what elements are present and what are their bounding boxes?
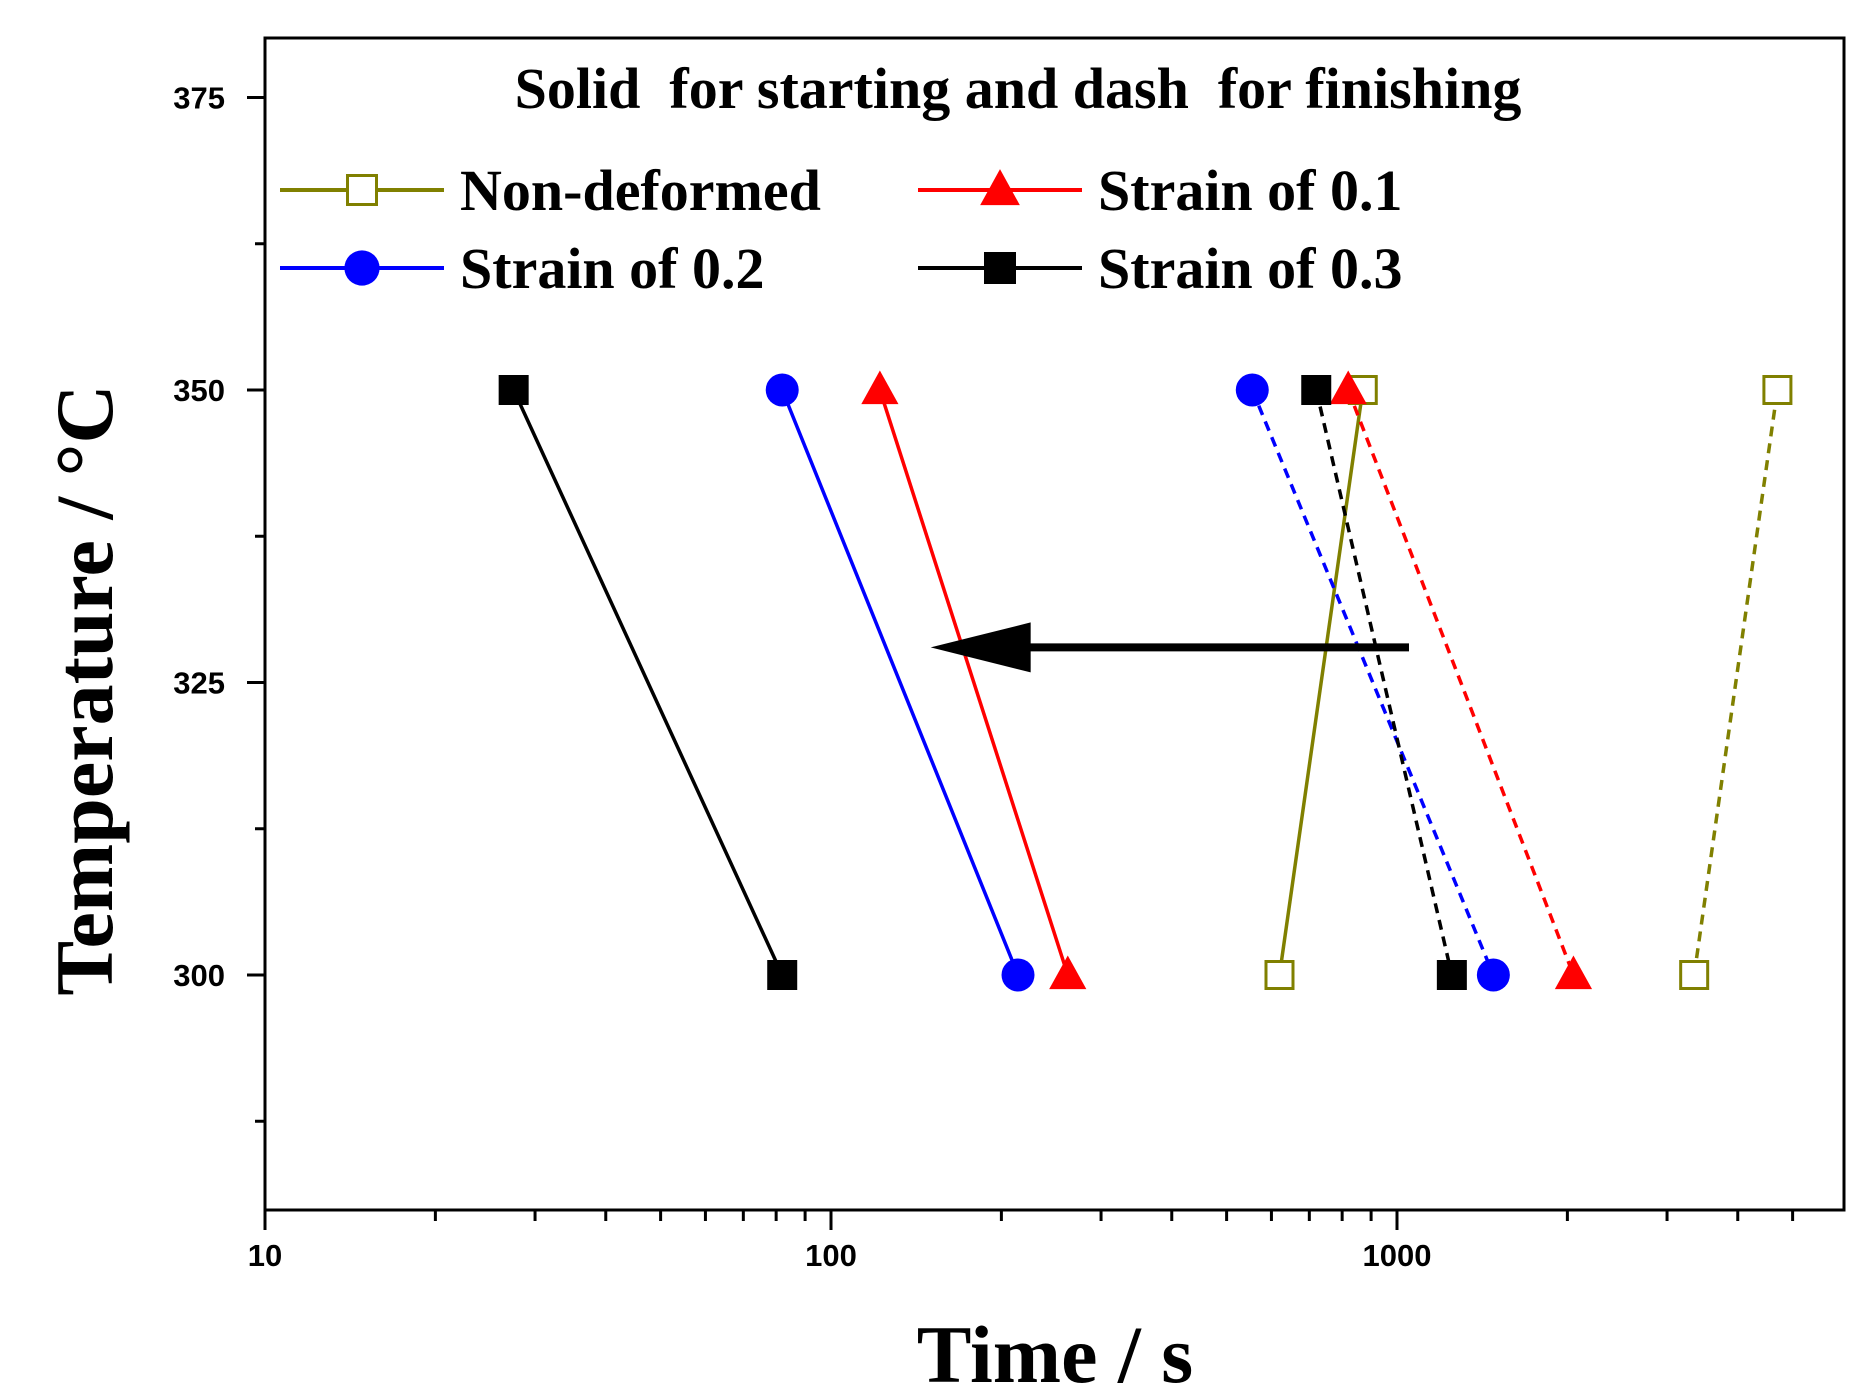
axes: 300 325 350 375 10 100 1000: [173, 81, 1795, 1273]
legend-marker: [346, 174, 378, 206]
legend-label: Strain of 0.1: [1098, 158, 1403, 223]
strain-of-0-3-start-point: [498, 375, 529, 405]
y-axis-title: Temperature / °C: [39, 384, 130, 995]
non-deformed-finish-point: [1762, 375, 1793, 405]
legend-item-non-deformed: Non-deformed: [280, 158, 821, 223]
strain-of-0-1-finish-point: [1329, 370, 1367, 405]
chart-title: Solid for starting and dash for finishin…: [515, 56, 1522, 121]
legend-marker: [980, 169, 1020, 206]
non-deformed-finish-point: [1679, 960, 1710, 990]
y-tick-label: 300: [173, 958, 225, 993]
legend-label: Strain of 0.2: [460, 236, 765, 301]
x-tick-label: 100: [805, 1238, 857, 1273]
strain-of-0-3-start-point: [767, 960, 798, 990]
x-tick-label: 1000: [1363, 1238, 1432, 1273]
non-deformed-start-point: [1264, 960, 1295, 990]
strain-of-0-2-start-point: [1001, 958, 1035, 992]
y-tick-label: 350: [173, 373, 225, 408]
strain-of-0-3-finish-point: [1436, 960, 1467, 990]
legend-marker: [984, 252, 1016, 284]
trend-arrow-head: [930, 622, 1031, 673]
x-axis-title: Time / s: [917, 1309, 1193, 1397]
y-tick-label: 325: [173, 666, 225, 701]
non-deformed-finish-line: [1692, 389, 1780, 976]
legend-label: Non-deformed: [460, 158, 821, 223]
legend-item-strain-of-0-3: Strain of 0.3: [918, 236, 1403, 301]
strain-of-0-2-start-point: [765, 373, 799, 407]
strain-of-0-3-finish-point: [1301, 375, 1332, 405]
legend-label: Strain of 0.3: [1098, 236, 1403, 301]
strain-of-0-1-start-point: [861, 370, 899, 405]
strain-of-0-1-finish-line: [1346, 389, 1576, 976]
annotation-layer: [930, 622, 1409, 673]
non-deformed-start-line: [1277, 389, 1365, 976]
strain-of-0-2-finish-point: [1235, 373, 1269, 407]
strain-of-0-2-finish-line: [1250, 389, 1495, 976]
legend-marker: [344, 250, 380, 286]
y-tick-label: 375: [173, 81, 225, 116]
strain-of-0-1-finish-point: [1554, 955, 1593, 990]
strain-of-0-3-start-line: [512, 389, 784, 976]
series-layer: [498, 370, 1793, 992]
strain-of-0-3-finish-line: [1314, 389, 1454, 976]
legend-item-strain-of-0-2: Strain of 0.2: [280, 236, 765, 301]
plot-frame: [263, 36, 1846, 1212]
legend: Non-deformed Strain of 0.1 Strain of 0.2 St…: [280, 158, 1403, 301]
strain-of-0-1-start-line: [878, 389, 1070, 976]
legend-item-strain-of-0-1: Strain of 0.1: [918, 158, 1403, 223]
strain-of-0-2-finish-point: [1476, 958, 1510, 992]
strain-of-0-1-start-point: [1049, 955, 1087, 990]
x-tick-label: 10: [248, 1238, 282, 1273]
strain-of-0-2-start-line: [780, 389, 1020, 976]
